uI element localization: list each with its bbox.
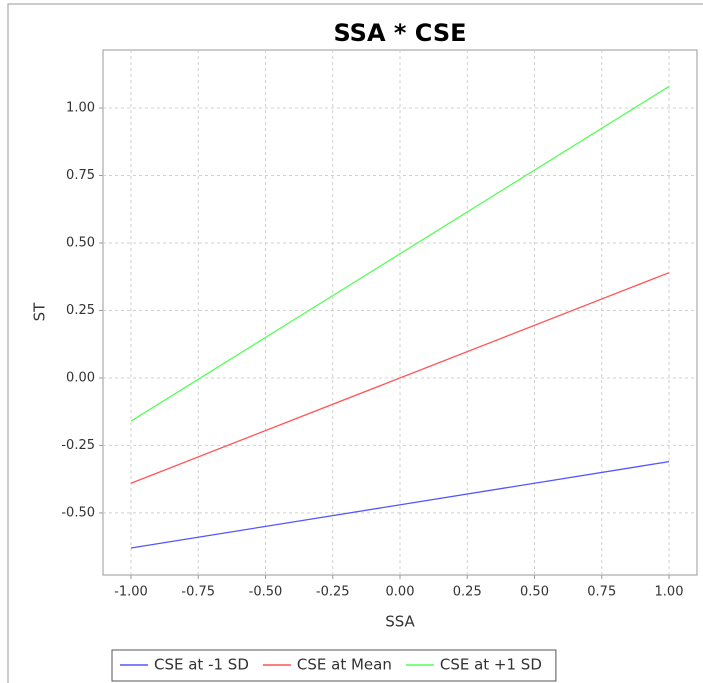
x-tick-label: -0.50	[249, 585, 283, 600]
plot-area	[102, 49, 698, 576]
legend-label: CSE at -1 SD	[154, 656, 249, 674]
y-tick-label: 0.50	[66, 235, 95, 250]
y-tick-label: -0.25	[61, 438, 95, 453]
series-line	[130, 272, 670, 484]
x-tick-label: -1.00	[114, 585, 148, 600]
y-tick-label: 0.75	[66, 168, 95, 183]
y-tick-label: 0.25	[66, 303, 95, 318]
legend-label: CSE at +1 SD	[440, 656, 542, 674]
y-tick-label: 1.00	[66, 101, 95, 116]
x-tick-label: 0.00	[386, 585, 415, 600]
x-tick-label: 0.50	[520, 585, 549, 600]
x-tick-label: 0.25	[453, 585, 482, 600]
legend-box	[111, 649, 557, 682]
x-tick-label: -0.75	[181, 585, 215, 600]
series-line	[130, 85, 670, 422]
chart-title: SSA * CSE	[333, 19, 466, 47]
y-tick-label: 0.00	[66, 370, 95, 385]
y-tick-label: -0.50	[61, 505, 95, 520]
y-axis-label: ST	[31, 302, 49, 322]
x-axis-label: SSA	[385, 613, 415, 631]
x-tick-label: 0.75	[587, 585, 616, 600]
x-tick-label: 1.00	[655, 585, 684, 600]
x-tick-label: -0.25	[316, 585, 350, 600]
series-line	[130, 460, 670, 549]
legend-label: CSE at Mean	[297, 656, 392, 674]
legend: CSE at -1 SD CSE at Mean CSE at +1 SD	[111, 649, 557, 682]
